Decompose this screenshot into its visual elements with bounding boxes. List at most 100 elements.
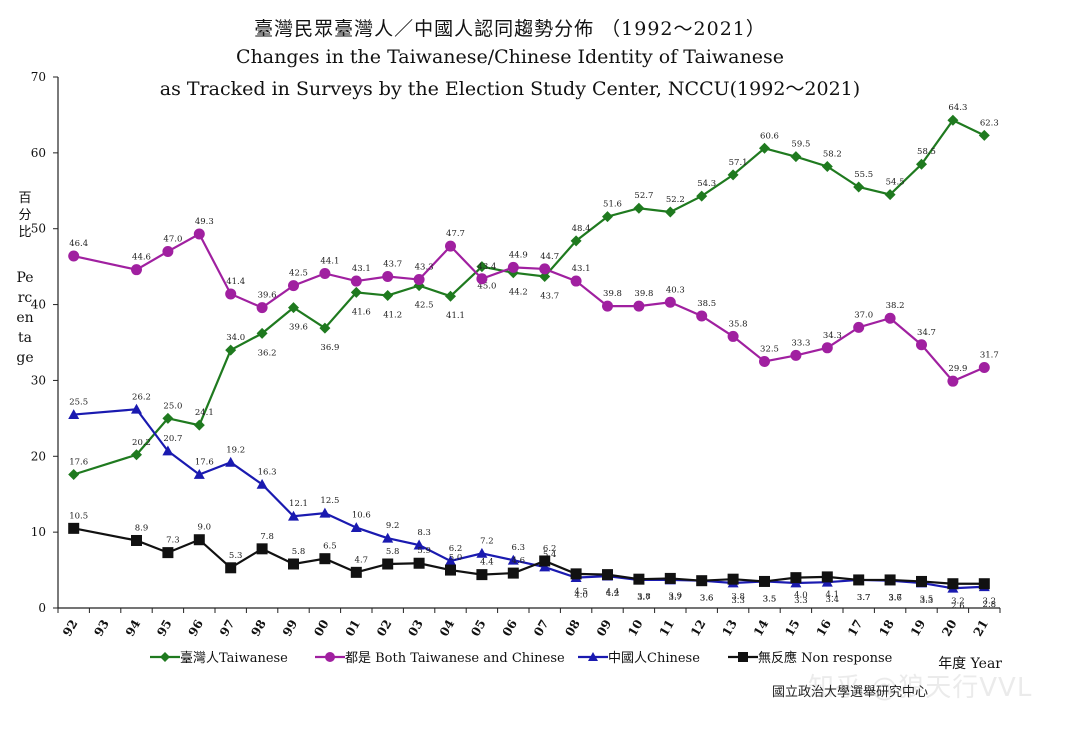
data-label: 10.5 — [69, 511, 88, 521]
data-point — [413, 274, 425, 286]
data-point — [319, 322, 331, 334]
data-point — [193, 419, 205, 431]
x-tick-label: 11 — [657, 617, 677, 638]
data-point — [507, 261, 519, 273]
legend-entry: 都是 Both Taiwanese and Chinese — [345, 651, 565, 666]
data-label: 8.9 — [135, 523, 149, 533]
data-label: 3.3 — [731, 596, 745, 606]
x-tick-label: 92 — [60, 617, 80, 638]
chart-title-english-line1: Changes in the Taiwanese/Chinese Identit… — [236, 46, 784, 68]
data-label: 3.9 — [669, 591, 683, 601]
data-point — [476, 261, 488, 273]
y-tick-label: 40 — [31, 298, 46, 312]
data-point — [947, 375, 959, 387]
data-label: 43.3 — [415, 263, 434, 273]
data-point — [696, 575, 708, 587]
data-label: 43.1 — [572, 264, 591, 274]
x-tick-label: 03 — [405, 617, 425, 638]
data-point — [68, 250, 80, 262]
x-tick-label: 14 — [751, 617, 771, 638]
data-point — [382, 271, 394, 283]
data-point — [193, 468, 205, 479]
data-label: 5.0 — [449, 553, 463, 563]
data-label: 3.3 — [794, 596, 808, 606]
source-note: 國立政治大學選舉研究中心 — [772, 685, 929, 700]
x-tick-label: 19 — [908, 617, 928, 638]
legend-entry: 中國人Chinese — [608, 651, 700, 666]
data-label: 3.5 — [763, 594, 777, 604]
data-label: 43.7 — [540, 292, 559, 302]
x-tick-label: 06 — [500, 617, 520, 638]
series-line — [73, 408, 985, 590]
data-label: 3.7 — [669, 593, 683, 603]
data-label: 20.7 — [163, 434, 182, 444]
data-point — [853, 574, 865, 586]
y-tick-label: 10 — [31, 525, 46, 539]
data-label: 47.0 — [163, 234, 182, 244]
data-point — [256, 302, 268, 314]
data-point — [445, 564, 456, 576]
data-point — [288, 302, 299, 314]
x-axis-label: 年度 Year — [938, 656, 1002, 672]
data-point — [664, 296, 676, 308]
data-label: 12.5 — [320, 496, 339, 506]
data-point — [539, 561, 551, 572]
data-point — [978, 129, 990, 141]
data-label: 34.7 — [917, 328, 936, 338]
data-label: 19.2 — [226, 445, 245, 455]
x-tick-label: 97 — [217, 617, 237, 638]
data-point — [382, 289, 394, 301]
data-label: 60.6 — [760, 131, 779, 141]
data-point — [570, 568, 582, 580]
data-label: 35.8 — [729, 319, 748, 329]
data-point — [193, 534, 205, 546]
data-label: 31.7 — [980, 351, 999, 361]
data-label: 41.1 — [446, 311, 465, 321]
data-point — [884, 189, 896, 201]
data-point — [445, 555, 456, 566]
data-label: 46.4 — [69, 239, 88, 249]
data-label: 6.3 — [512, 543, 526, 553]
y-tick-label: 20 — [31, 449, 46, 463]
data-point — [696, 310, 708, 322]
data-point — [853, 181, 865, 193]
data-label: 9.2 — [386, 521, 400, 531]
data-label: 41.6 — [352, 307, 371, 317]
data-label: 3.8 — [731, 592, 745, 602]
data-label: 41.4 — [226, 277, 245, 287]
data-label: 38.2 — [886, 301, 905, 311]
data-point — [916, 158, 927, 170]
data-label: 51.6 — [603, 200, 622, 210]
data-point — [288, 280, 299, 292]
data-label: 3.2 — [983, 597, 997, 607]
data-point — [570, 235, 582, 247]
data-label: 4.1 — [826, 590, 840, 600]
data-label: 2.8 — [983, 600, 997, 610]
legend-marker — [588, 652, 598, 661]
data-label: 6.2 — [543, 544, 557, 554]
data-label: 41.2 — [383, 310, 402, 320]
data-label: 39.8 — [603, 289, 622, 299]
data-label: 3.6 — [888, 594, 902, 604]
data-point — [790, 572, 802, 584]
data-label: 37.0 — [854, 310, 873, 320]
data-point — [350, 566, 362, 578]
legend-marker — [160, 652, 170, 662]
x-tick-label: 18 — [876, 617, 896, 638]
data-point — [319, 553, 331, 565]
data-point — [539, 271, 551, 283]
data-point — [633, 573, 645, 585]
data-label: 3.6 — [700, 594, 714, 604]
x-tick-label: 96 — [186, 617, 206, 638]
x-tick-label: 10 — [625, 617, 645, 638]
x-tick-label: 20 — [939, 617, 959, 638]
data-label: 25.0 — [163, 401, 182, 411]
data-point — [916, 339, 927, 351]
data-point — [382, 558, 394, 570]
y-tick-label: 70 — [31, 70, 46, 84]
data-point — [131, 534, 142, 546]
data-point — [162, 245, 174, 257]
data-label: 45.0 — [477, 282, 496, 292]
data-point — [602, 300, 613, 312]
data-label: 34.3 — [823, 331, 842, 341]
